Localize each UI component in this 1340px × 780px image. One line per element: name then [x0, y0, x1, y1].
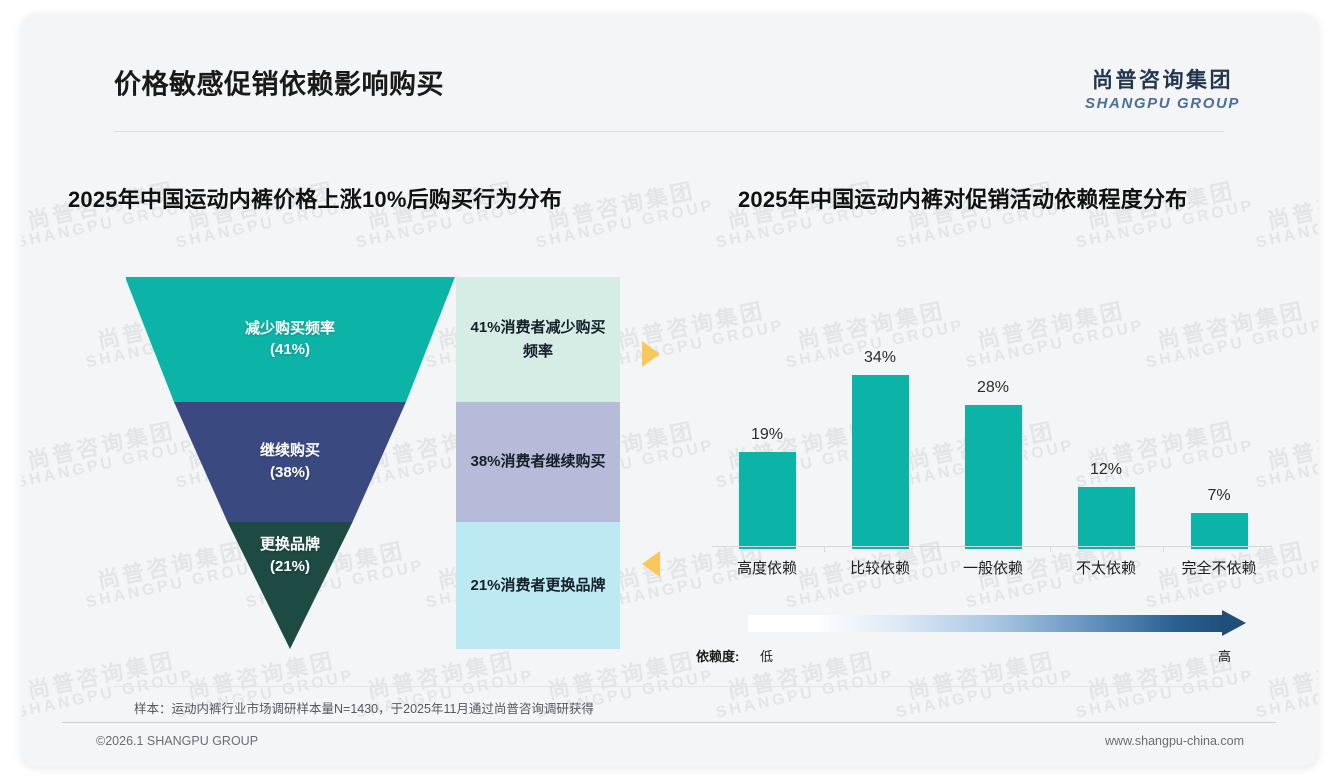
- funnel-chart: 41%消费者减少购买频率 减少购买频率 (41%) 38%消费者继续购买 继续购买 (38…: [126, 277, 620, 649]
- funnel-callout-text: 38%消费者继续购买: [470, 453, 606, 471]
- dependency-gradient: [748, 610, 1268, 636]
- legend-low-label: 低: [760, 649, 774, 664]
- axis-tick: [1162, 546, 1164, 552]
- bar: [965, 405, 1022, 549]
- funnel-callout-panel: 38%消费者继续购买: [456, 402, 620, 522]
- funnel-segment-label: 减少购买频率 (41%): [200, 318, 380, 362]
- gradient-arrowhead-icon: [1222, 610, 1246, 636]
- bar-chart-axis: [712, 546, 1272, 547]
- funnel-segment-name: 减少购买频率: [244, 319, 335, 337]
- gradient-bar: [748, 615, 1226, 632]
- funnel-callout-text: 41%消费者减少购买频率: [470, 319, 606, 360]
- funnel-segment-name: 继续购买: [259, 442, 320, 459]
- funnel-callout-panel: 41%消费者减少购买频率: [456, 277, 620, 402]
- footer-divider: [62, 722, 1276, 723]
- funnel-segment-value: (41%): [269, 341, 310, 359]
- dependency-bar-chart: 19% 34% 28% 12% 7%: [712, 314, 1272, 549]
- funnel-segment: [174, 402, 406, 522]
- funnel-segment-value: (21%): [269, 557, 310, 575]
- callout-arrow-right-icon: [642, 341, 660, 367]
- funnel-segment-label: 更换品牌 (21%): [200, 534, 380, 578]
- legend-high-label: 高: [1218, 649, 1232, 664]
- axis-tick: [1049, 546, 1051, 552]
- funnel-segment: [126, 277, 455, 402]
- bar-category-label: 完全不依赖: [1181, 560, 1257, 577]
- brand-logo: 尚普咨询集团 SHANGPU GROUP: [1085, 68, 1240, 114]
- header-divider: [114, 131, 1224, 132]
- bar-value-label: 12%: [1089, 461, 1123, 478]
- bar-category-label: 不太依赖: [1075, 560, 1136, 577]
- logo-text-en: SHANGPU GROUP: [1085, 95, 1240, 113]
- axis-tick: [823, 546, 825, 552]
- funnel-segment-value: (38%): [269, 463, 310, 481]
- bar-value-label: 34%: [863, 349, 897, 366]
- bar-category-label: 比较依赖: [849, 560, 910, 577]
- funnel-shape: [126, 277, 455, 649]
- funnel-segment: [227, 522, 353, 649]
- bar-category-label: 高度依赖: [736, 560, 797, 577]
- bar-category-label: 一般依赖: [962, 560, 1023, 577]
- bar-value-label: 28%: [976, 379, 1010, 396]
- logo-text-cn: 尚普咨询集团: [1092, 69, 1233, 92]
- page-title: 价格敏感促销依赖影响购买: [114, 69, 444, 100]
- left-chart-title: 2025年中国运动内裤价格上涨10%后购买行为分布: [68, 187, 562, 212]
- sample-note: 样本：运动内裤行业市场调研样本量N=1430，于2025年11月通过尚普咨询调研…: [134, 702, 594, 716]
- right-chart-title: 2025年中国运动内裤对促销活动依赖程度分布: [738, 187, 1188, 212]
- note-divider: [114, 686, 1224, 687]
- legend-title: 依赖度:: [696, 649, 740, 664]
- bar-value-label: 7%: [1207, 487, 1231, 504]
- footer-website[interactable]: www.shangpu-china.com: [1105, 734, 1244, 748]
- funnel-callout-panel: 21%消费者更换品牌: [456, 522, 620, 649]
- funnel-segment-name: 更换品牌: [259, 536, 320, 553]
- bar: [1078, 487, 1135, 549]
- bar: [739, 452, 796, 549]
- bar: [852, 375, 909, 549]
- footer-copyright: ©2026.1 SHANGPU GROUP: [96, 734, 259, 748]
- slide: 尚普咨询集团 SHANGPU GROUP 尚普咨询集团 SHANGPU GROUP 尚普…: [22, 14, 1318, 766]
- slide-header: 价格敏感促销依赖影响购买 尚普咨询集团 SHANGPU GROUP: [22, 14, 1318, 132]
- funnel-segment-label: 继续购买 (38%): [200, 440, 380, 484]
- callout-arrow-left-icon: [642, 551, 660, 577]
- bar-value-label: 19%: [750, 426, 784, 443]
- funnel-callout-text: 21%消费者更换品牌: [470, 576, 606, 594]
- bar: [1191, 513, 1248, 549]
- axis-tick: [936, 546, 938, 552]
